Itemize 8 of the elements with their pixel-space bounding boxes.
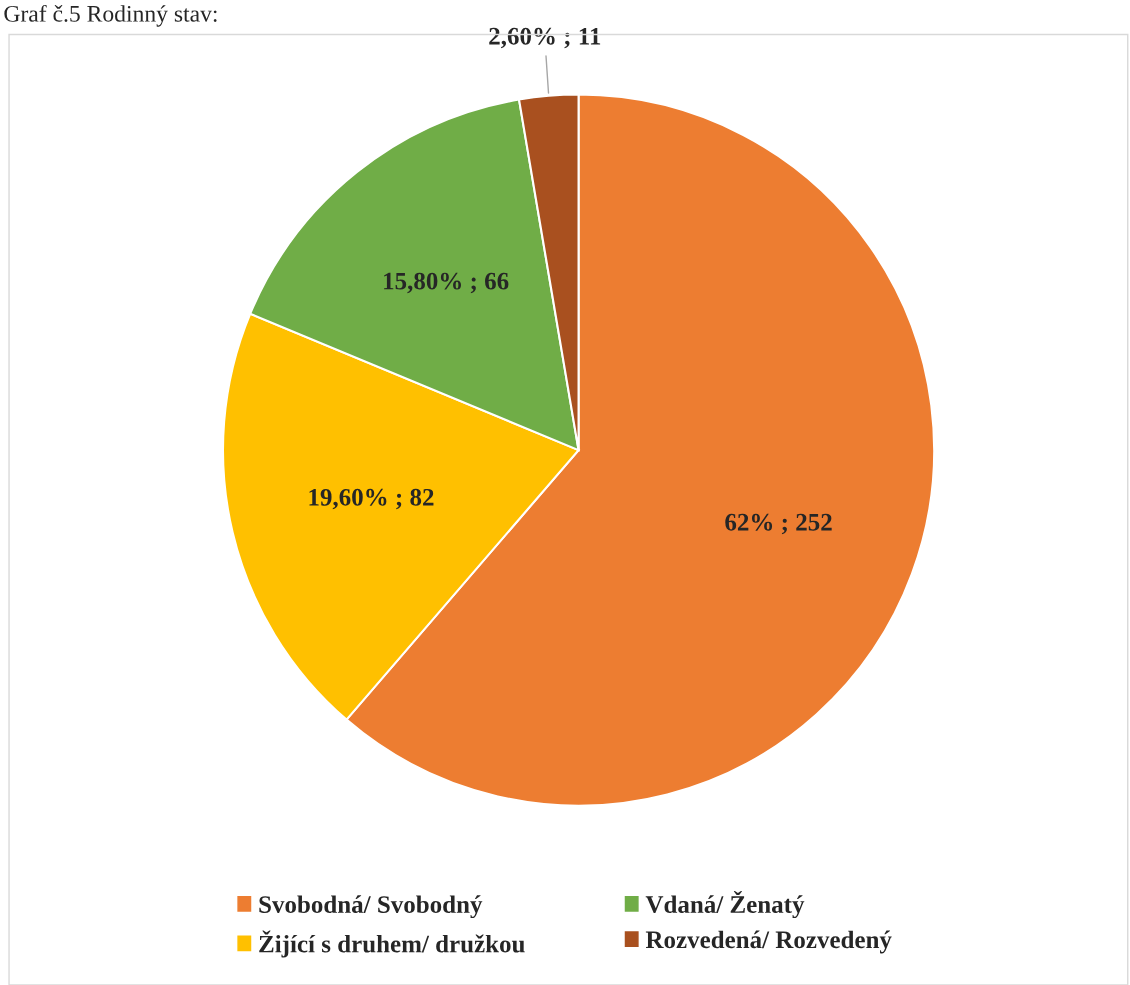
data-label: 19,60% ; 82 xyxy=(309,488,434,510)
legend-label: Rozvedená/ Rozvedený xyxy=(645,930,892,954)
data-label: 15,80% ; 66 xyxy=(384,272,509,294)
legend-label: Žijící s druhem/ družkou xyxy=(259,930,525,958)
chart-title: Graf č.5 Rodinný stav: xyxy=(4,4,217,27)
data-label: 62% ; 252 xyxy=(725,513,832,535)
legend-label: Vdaná/ Ženatý xyxy=(645,891,805,919)
legend-label: Svobodná/ Svobodný xyxy=(259,895,483,919)
